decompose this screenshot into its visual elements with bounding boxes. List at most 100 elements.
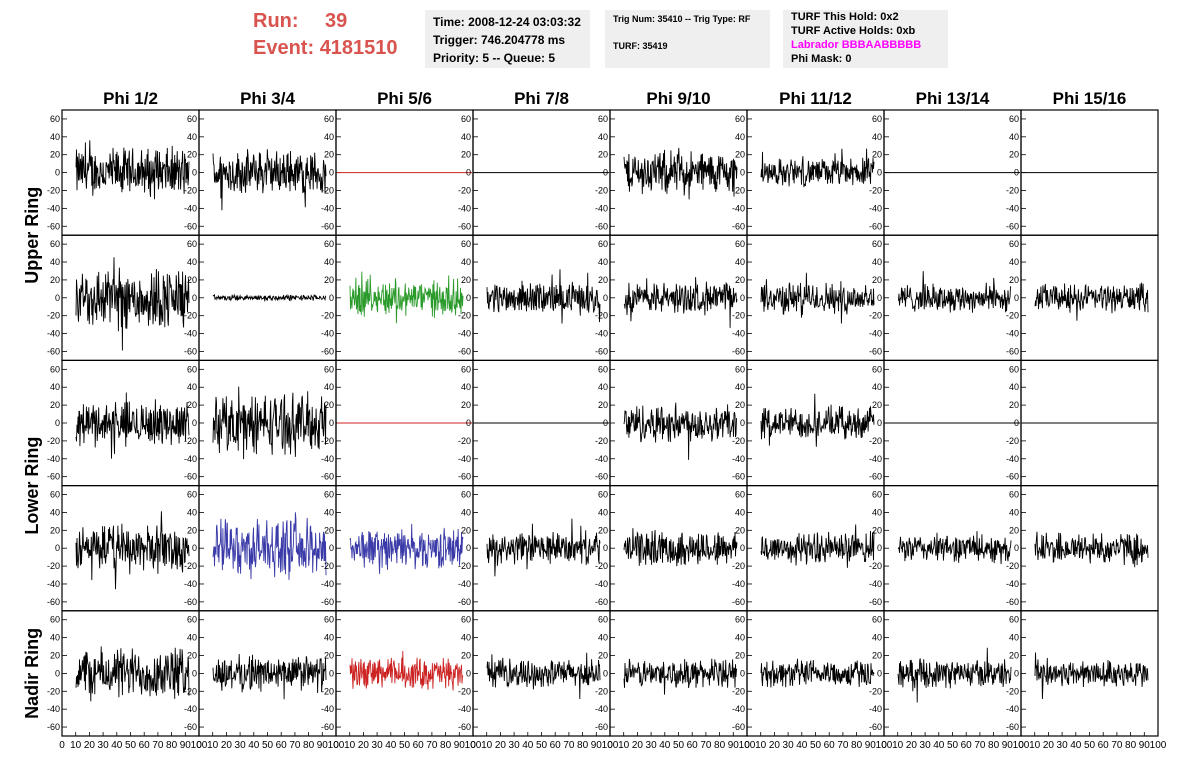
x-tick-label: 70 <box>289 740 301 751</box>
waveform-trace <box>349 523 464 574</box>
y-tick-label: 40 <box>187 257 197 267</box>
y-tick-label: -20 <box>184 561 197 571</box>
x-tick-label: 30 <box>235 740 247 751</box>
y-tick-label: 60 <box>50 490 60 500</box>
y-tick-label: -40 <box>458 329 471 339</box>
y-tick-label: 20 <box>50 275 60 285</box>
y-tick-label: -40 <box>184 579 197 589</box>
y-tick-label: -40 <box>458 203 471 213</box>
y-tick-label: 60 <box>324 364 334 374</box>
x-tick-label: 80 <box>988 740 1000 751</box>
waveform-trace <box>897 647 1012 703</box>
y-tick-label: -40 <box>732 203 745 213</box>
x-tick-label: 30 <box>98 740 110 751</box>
y-tick-label: 40 <box>598 633 608 643</box>
y-tick-label: 0 <box>603 168 608 178</box>
run-value: 39 <box>325 10 348 32</box>
x-tick-label: 30 <box>920 740 932 751</box>
y-tick-label: -60 <box>458 221 471 231</box>
y-tick-label: 20 <box>461 525 471 535</box>
waveform-trace <box>349 650 464 691</box>
y-tick-label: 0 <box>740 293 745 303</box>
y-tick-label: -60 <box>184 472 197 482</box>
priority-text: Priority: 5 -- Queue: 5 <box>433 51 556 65</box>
y-tick-label: 0 <box>740 168 745 178</box>
y-tick-label: -60 <box>732 346 745 356</box>
y-tick-label: -40 <box>732 704 745 714</box>
x-tick-label: 60 <box>413 740 425 751</box>
x-tick-label: 20 <box>769 740 781 751</box>
y-tick-label: 60 <box>872 239 882 249</box>
y-tick-label: 60 <box>735 114 745 124</box>
y-tick-label: 40 <box>461 633 471 643</box>
x-tick-label: 0 <box>470 740 476 751</box>
waveform-trace <box>75 392 190 459</box>
y-tick-label: 0 <box>603 668 608 678</box>
y-tick-label: 0 <box>55 543 60 553</box>
y-tick-label: -20 <box>47 311 60 321</box>
x-tick-label: 90 <box>728 740 740 751</box>
y-tick-label: 60 <box>1009 364 1019 374</box>
y-tick-label: -40 <box>321 704 334 714</box>
y-tick-label: 40 <box>872 132 882 142</box>
x-tick-label: 20 <box>906 740 918 751</box>
x-tick-label: 20 <box>84 740 96 751</box>
y-tick-label: -20 <box>47 686 60 696</box>
y-tick-label: 40 <box>598 382 608 392</box>
x-tick-label: 60 <box>824 740 836 751</box>
y-tick-label: -60 <box>869 472 882 482</box>
y-tick-label: 40 <box>324 382 334 392</box>
phi-header: Phi 3/4 <box>240 89 295 108</box>
y-tick-label: -40 <box>47 329 60 339</box>
x-tick-label: 0 <box>1018 740 1024 751</box>
y-tick-label: -60 <box>869 346 882 356</box>
y-tick-label: -20 <box>595 436 608 446</box>
y-tick-label: -20 <box>1006 185 1019 195</box>
x-tick-label: 30 <box>783 740 795 751</box>
y-tick-label: 40 <box>598 257 608 267</box>
y-tick-label: 0 <box>55 418 60 428</box>
x-tick-label: 10 <box>207 740 219 751</box>
x-tick-label: 80 <box>440 740 452 751</box>
time-panel: Time: 2008-12-24 03:03:32 Trigger: 746.2… <box>425 10 590 68</box>
y-tick-label: 20 <box>50 150 60 160</box>
y-tick-label: -60 <box>184 346 197 356</box>
y-tick-label: 20 <box>187 400 197 410</box>
y-tick-label: -40 <box>184 454 197 464</box>
x-tick-label: 50 <box>399 740 411 751</box>
trig-panel: Trig Num: 35410 -- Trig Type: RF TURF: 3… <box>605 10 770 68</box>
y-tick-label: 20 <box>1009 400 1019 410</box>
y-tick-label: -20 <box>595 311 608 321</box>
waveform-trace <box>486 652 601 700</box>
x-tick-label: 50 <box>262 740 274 751</box>
x-tick-label: 0 <box>196 740 202 751</box>
turf-text: TURF: 35419 <box>613 41 668 51</box>
x-tick-label: 10 <box>618 740 630 751</box>
y-tick-label: 0 <box>329 293 334 303</box>
x-tick-label: 30 <box>646 740 658 751</box>
waveform-trace <box>349 271 464 324</box>
y-tick-label: 0 <box>329 168 334 178</box>
x-tick-label: 60 <box>687 740 699 751</box>
y-tick-label: -40 <box>47 454 60 464</box>
y-tick-label: 20 <box>461 651 471 661</box>
y-tick-label: -60 <box>732 722 745 732</box>
x-tick-label: 10 <box>1029 740 1041 751</box>
y-tick-label: 20 <box>598 651 608 661</box>
y-tick-label: -60 <box>595 346 608 356</box>
y-tick-label: 0 <box>192 543 197 553</box>
x-tick-label: 40 <box>385 740 397 751</box>
x-tick-label: 50 <box>536 740 548 751</box>
y-tick-label: 0 <box>1014 418 1019 428</box>
phi-header: Phi 9/10 <box>646 89 710 108</box>
y-tick-label: 60 <box>461 364 471 374</box>
y-tick-label: 40 <box>324 507 334 517</box>
y-tick-label: -60 <box>595 722 608 732</box>
y-tick-label: 0 <box>740 418 745 428</box>
y-tick-label: 20 <box>324 651 334 661</box>
y-tick-label: 20 <box>187 525 197 535</box>
y-tick-label: -20 <box>869 311 882 321</box>
y-tick-label: 60 <box>50 364 60 374</box>
y-tick-label: 40 <box>735 382 745 392</box>
y-tick-label: -40 <box>595 203 608 213</box>
